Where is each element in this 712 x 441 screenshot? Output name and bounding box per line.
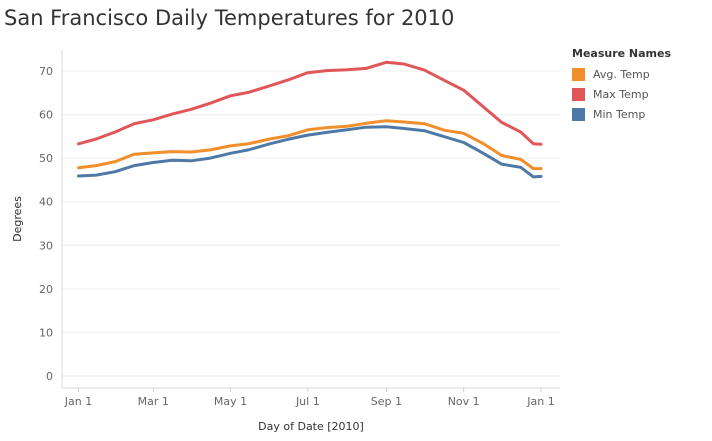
x-tick-label: Nov 1: [448, 395, 480, 408]
x-tick-label: Sep 1: [371, 395, 402, 408]
series-line-avg-temp: [77, 119, 543, 171]
legend-item[interactable]: Avg. Temp: [572, 64, 671, 84]
x-tick-label: May 1: [214, 395, 247, 408]
legend-swatch: [572, 87, 585, 101]
y-tick-label: 50: [39, 152, 53, 165]
legend: Measure Names Avg. Temp Max Temp Min Temp: [572, 47, 671, 124]
series-lines: [77, 60, 543, 179]
x-axis-ticks: Jan 1 Mar 1 May 1 Jul 1 Sep 1 Nov 1 Jan 1: [64, 388, 555, 408]
x-tick-label: Jul 1: [295, 395, 320, 408]
x-axis-title: Day of Date [2010]: [258, 420, 364, 433]
legend-swatch: [572, 67, 585, 81]
legend-label: Min Temp: [593, 107, 646, 121]
y-tick-label: 70: [39, 65, 53, 78]
series-line-max-temp: [77, 60, 543, 146]
legend-label: Max Temp: [593, 87, 649, 101]
chart-title: San Francisco Daily Temperatures for 201…: [4, 6, 455, 30]
x-tick-label: Mar 1: [138, 395, 169, 408]
legend-title: Measure Names: [572, 47, 672, 60]
y-tick-label: 40: [39, 196, 53, 209]
legend-label: Avg. Temp: [593, 67, 650, 81]
gridlines: [61, 50, 560, 389]
legend-item[interactable]: Max Temp: [572, 84, 671, 104]
legend-item[interactable]: Min Temp: [572, 104, 671, 124]
x-tick-label: Jan 1: [526, 395, 554, 408]
y-tick-label: 20: [39, 283, 53, 296]
legend-swatch: [572, 107, 585, 121]
y-tick-label: 0: [46, 370, 53, 383]
y-tick-label: 60: [39, 109, 53, 122]
y-tick-label: 30: [39, 239, 53, 252]
y-axis-title: Degrees: [11, 196, 24, 242]
x-tick-label: Jan 1: [64, 395, 92, 408]
series-line-min-temp: [77, 125, 543, 179]
y-tick-label: 10: [39, 326, 53, 339]
y-axis-ticks: 0 10 20 30 40 50 60 70: [39, 65, 53, 383]
